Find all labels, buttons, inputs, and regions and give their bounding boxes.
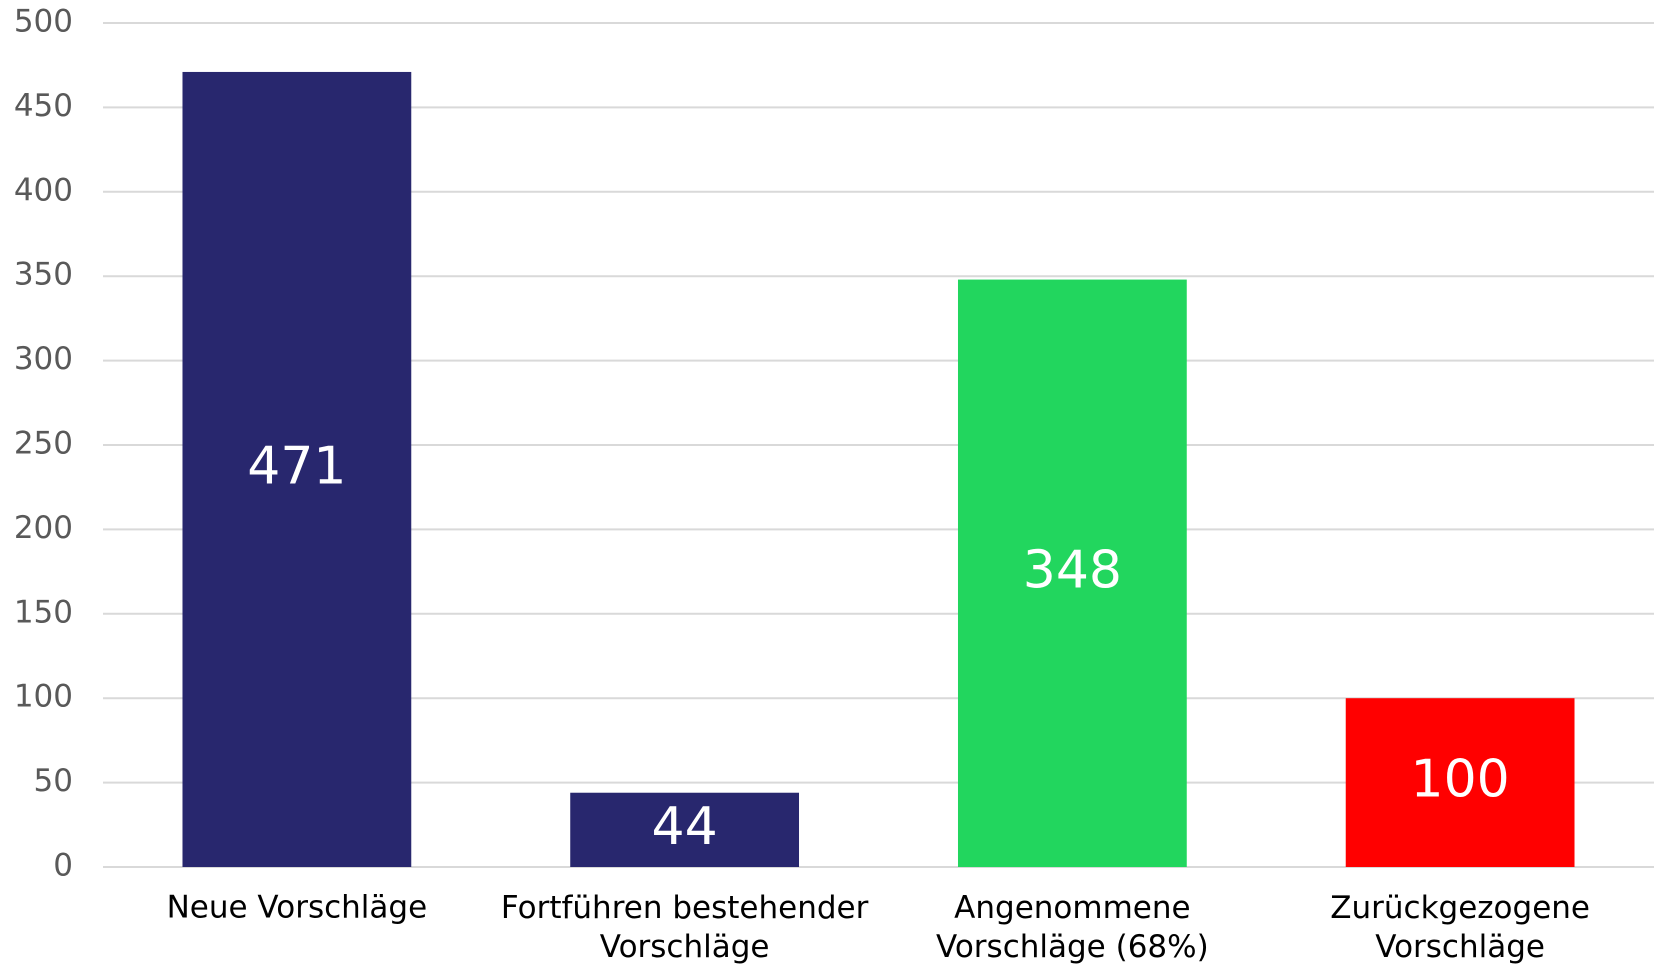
x-tick-label: Angenommene Vorschläge (68%) bbox=[936, 890, 1209, 965]
x-tick-label: Zurückgezogene Vorschläge bbox=[1330, 890, 1590, 965]
y-tick-label: 50 bbox=[34, 763, 73, 799]
x-tick-label: Neue Vorschläge bbox=[167, 890, 428, 926]
value-label: 44 bbox=[652, 797, 718, 857]
y-tick-label: 350 bbox=[14, 257, 73, 293]
y-tick-label: 300 bbox=[14, 341, 73, 377]
y-tick-label: 150 bbox=[14, 594, 73, 630]
value-label: 100 bbox=[1410, 750, 1509, 810]
x-tick-label: Fortführen bestehender Vorschläge bbox=[501, 890, 869, 965]
bar bbox=[957, 279, 1187, 867]
y-tick-label: 450 bbox=[14, 88, 73, 124]
y-tick-label: 500 bbox=[14, 4, 73, 40]
y-tick-label: 250 bbox=[14, 426, 73, 462]
bar bbox=[570, 792, 800, 867]
bar bbox=[1345, 698, 1575, 867]
y-tick-label: 200 bbox=[14, 510, 73, 546]
bar bbox=[182, 71, 412, 867]
y-tick-label: 100 bbox=[14, 679, 73, 715]
y-tick-label: 400 bbox=[14, 172, 73, 208]
value-label: 471 bbox=[247, 436, 346, 496]
value-label: 348 bbox=[1023, 540, 1122, 600]
y-tick-label: 0 bbox=[53, 848, 73, 884]
